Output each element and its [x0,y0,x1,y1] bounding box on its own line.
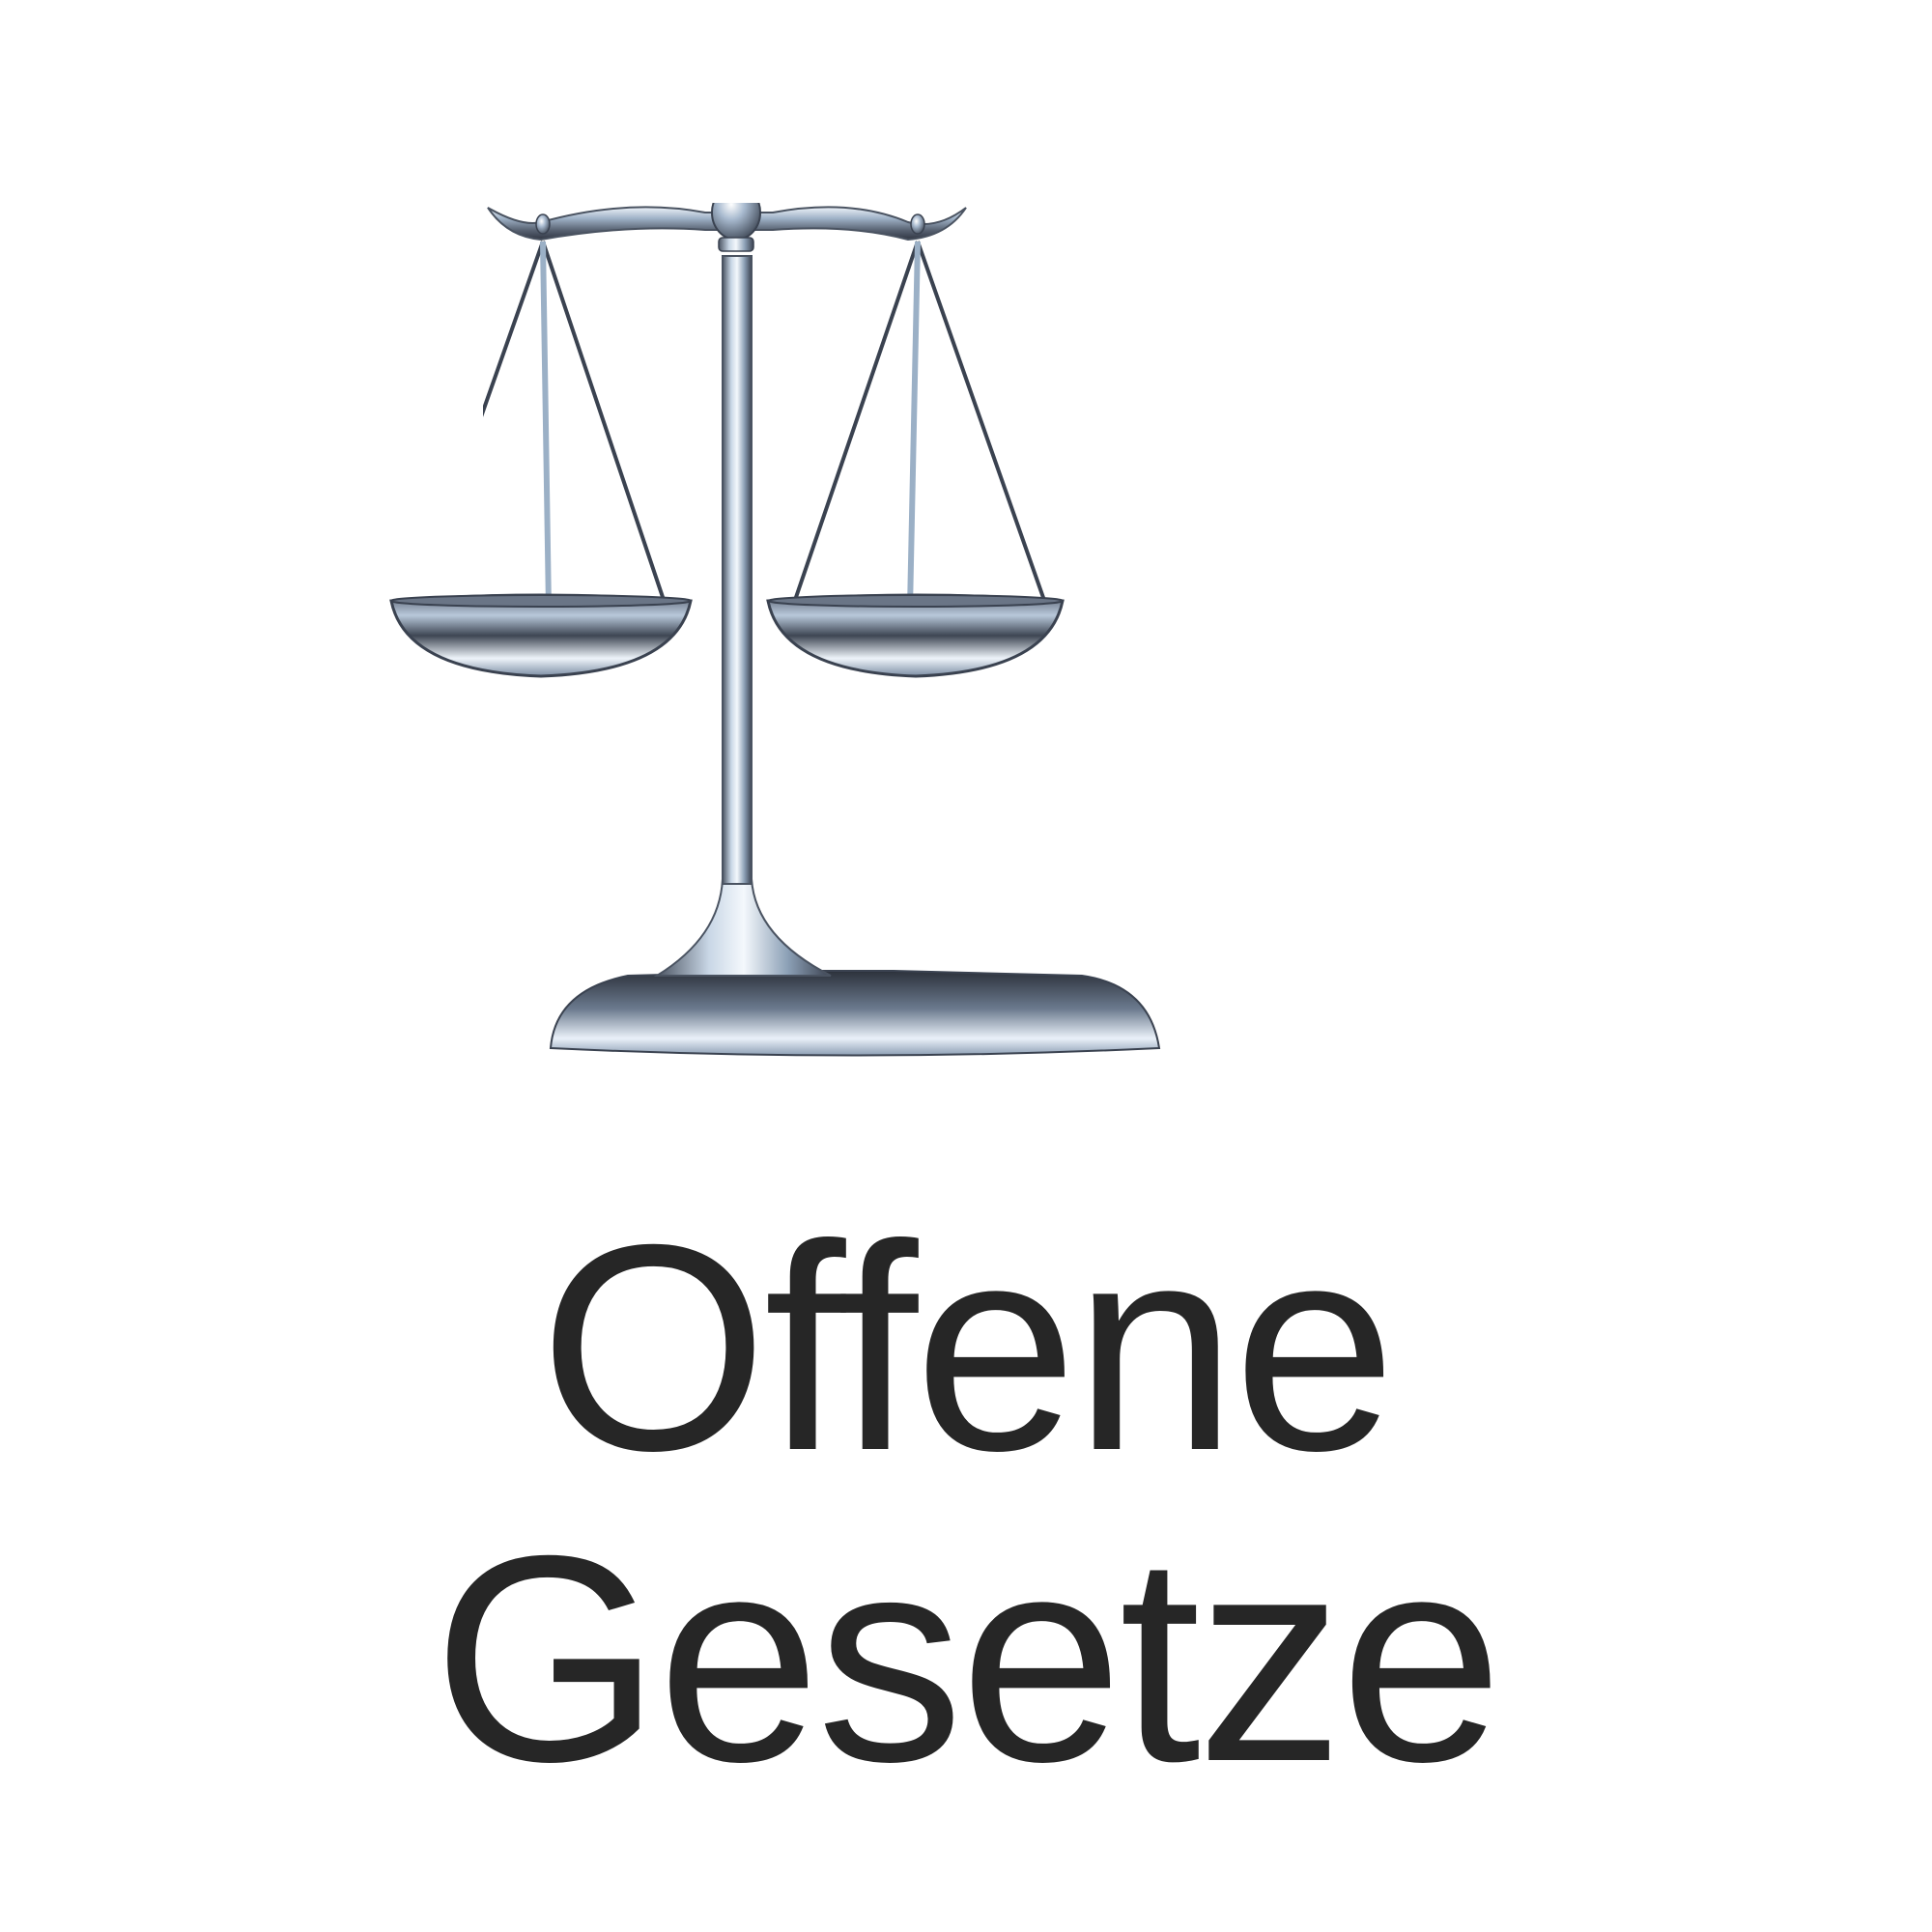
wordmark: Offene Gesetze [0,1184,1932,1824]
scale-pans-icon [389,593,1065,678]
scales-of-justice-icon [483,203,1161,1057]
wordmark-line-2: Gesetze [432,1495,1503,1824]
wordmark-line-1: Offene [539,1184,1396,1512]
